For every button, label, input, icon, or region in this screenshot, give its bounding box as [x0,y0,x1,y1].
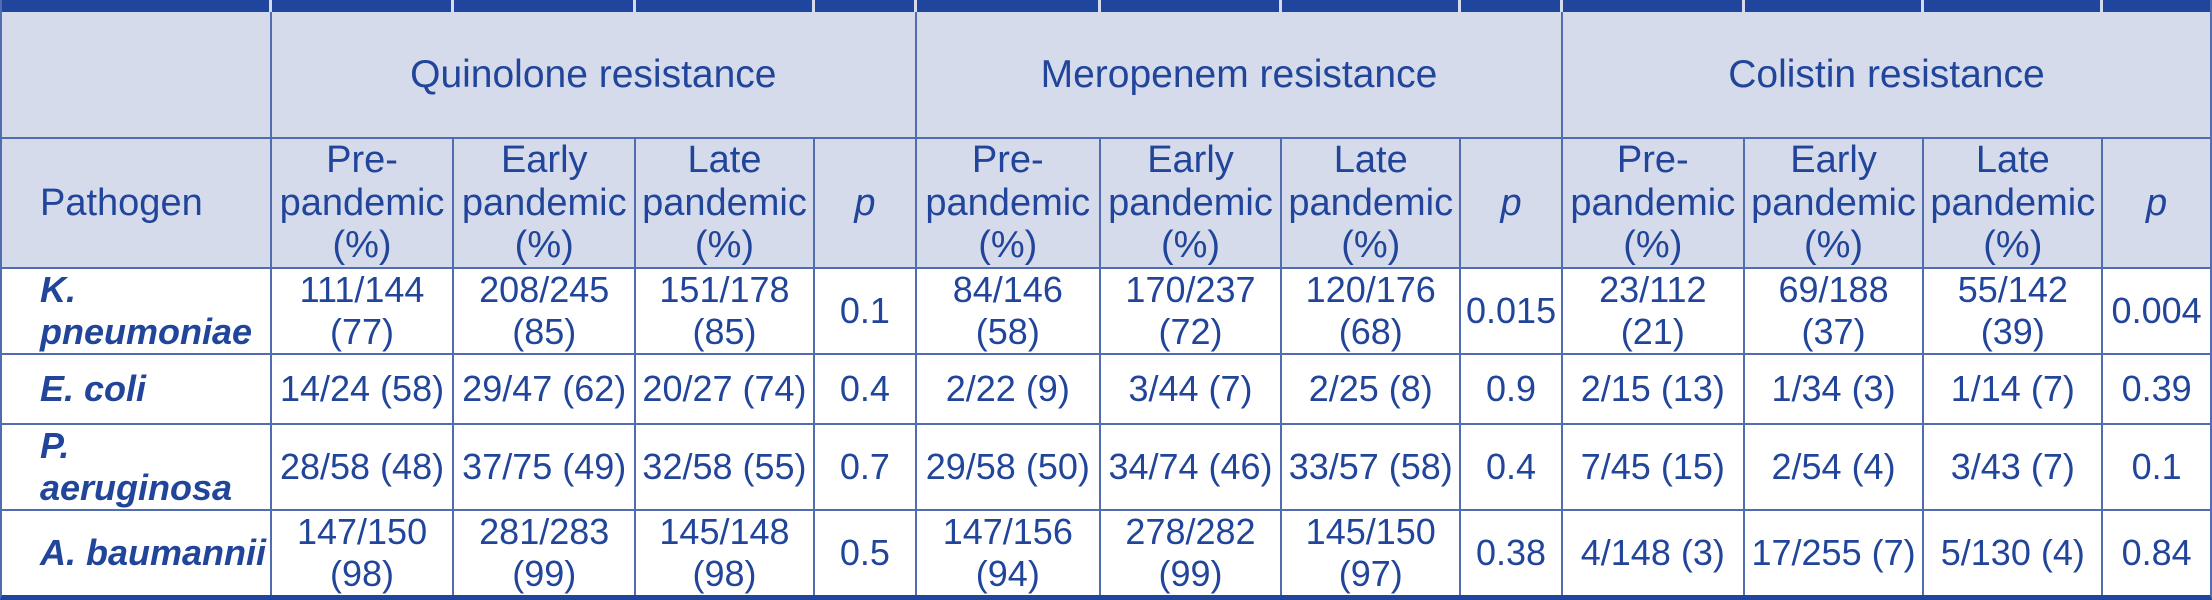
group-header-colistin: Colistin resistance [1562,12,2210,139]
table-row: E. coli 14/24 (58) 29/47 (62) 20/27 (74)… [2,354,2210,425]
colistin-early-pandemic-header: Early pandemic (%) [1744,139,1925,269]
cell-meropenem-early: 34/74 (46) [1100,424,1283,511]
cell-colistin-early: 2/54 (4) [1744,424,1925,511]
cell-colistin-late: 3/43 (7) [1924,424,2104,511]
cell-quinolone-pre: 28/58 (48) [271,424,455,511]
cell-quinolone-pre: 14/24 (58) [271,354,455,425]
top-bar-segment [1744,0,1925,12]
cell-colistin-pre: 2/15 (13) [1562,354,1745,425]
cell-meropenem-p: 0.4 [1461,424,1563,511]
cell-meropenem-early: 3/44 (7) [1100,354,1283,425]
top-bar-segment [1100,0,1283,12]
top-bar-segment [814,0,917,12]
cell-meropenem-late: 33/57 (58) [1282,424,1462,511]
meropenem-early-pandemic-header: Early pandemic (%) [1100,139,1283,269]
cell-meropenem-late: 145/150 (97) [1282,510,1462,595]
top-bar-segment [1924,0,2104,12]
top-bar-segment [1562,0,1745,12]
cell-colistin-p: 0.84 [2103,510,2210,595]
cell-quinolone-late: 145/148 (98) [636,510,815,595]
table-row: A. baumannii 147/150 (98) 281/283 (99) 1… [2,510,2210,595]
cell-quinolone-early: 37/75 (49) [454,424,637,511]
cell-colistin-early: 17/255 (7) [1744,510,1925,595]
top-bar-segment [454,0,637,12]
colistin-pre-pandemic-header: Pre- pandemic (%) [1562,139,1745,269]
quinolone-pre-pandemic-header: Pre- pandemic (%) [271,139,455,269]
table-row: K. pneumoniae 111/144 (77) 208/245 (85) … [2,268,2210,355]
cell-meropenem-pre: 2/22 (9) [916,354,1101,425]
pathogen-cell: K. pneumoniae [2,268,272,355]
cell-colistin-pre: 7/45 (15) [1562,424,1745,511]
top-bar-segment [916,0,1101,12]
cell-quinolone-late: 20/27 (74) [636,354,815,425]
cell-quinolone-p: 0.5 [814,510,917,595]
cell-quinolone-p: 0.7 [814,424,917,511]
pathogen-cell: A. baumannii [2,510,272,595]
cell-colistin-early: 1/34 (3) [1744,354,1925,425]
cell-meropenem-pre: 29/58 (50) [916,424,1101,511]
cell-quinolone-early: 281/283 (99) [454,510,637,595]
cell-colistin-p: 0.1 [2103,424,2210,511]
cell-meropenem-late: 120/176 (68) [1282,268,1462,355]
cell-colistin-pre: 4/148 (3) [1562,510,1745,595]
cell-quinolone-late: 151/178 (85) [636,268,815,355]
cell-quinolone-late: 32/58 (55) [636,424,815,511]
top-bar-segment [2103,0,2210,12]
group-header-quinolone: Quinolone resistance [271,12,917,139]
cell-colistin-pre: 23/112 (21) [1562,268,1745,355]
cell-colistin-late: 55/142 (39) [1924,268,2104,355]
quinolone-early-pandemic-header: Early pandemic (%) [454,139,637,269]
cell-meropenem-late: 2/25 (8) [1282,354,1462,425]
cell-quinolone-early: 29/47 (62) [454,354,637,425]
cell-colistin-p: 0.39 [2103,354,2210,425]
cell-colistin-late: 5/130 (4) [1924,510,2104,595]
table-row: P. aeruginosa 28/58 (48) 37/75 (49) 32/5… [2,424,2210,511]
meropenem-late-pandemic-header: Late pandemic (%) [1282,139,1462,269]
quinolone-late-pandemic-header: Late pandemic (%) [636,139,815,269]
pathogen-cell: E. coli [2,354,272,425]
top-bar-row [2,0,2210,12]
cell-colistin-p: 0.004 [2103,268,2210,355]
pathogen-cell: P. aeruginosa [2,424,272,511]
cell-meropenem-pre: 147/156 (94) [916,510,1101,595]
meropenem-pre-pandemic-header: Pre- pandemic (%) [916,139,1101,269]
pathogen-column-header: Pathogen [2,139,272,269]
cell-meropenem-p: 0.9 [1461,354,1563,425]
top-bar-segment [636,0,815,12]
cell-quinolone-p: 0.4 [814,354,917,425]
group-header-meropenem: Meropenem resistance [916,12,1563,139]
cell-quinolone-p: 0.1 [814,268,917,355]
colistin-p-header: p [2103,139,2210,269]
top-bar-segment [1461,0,1563,12]
top-bar-segment [271,0,455,12]
cell-quinolone-pre: 111/144 (77) [271,268,455,355]
top-bar-segment [2,0,272,12]
colistin-late-pandemic-header: Late pandemic (%) [1924,139,2104,269]
cell-meropenem-early: 170/237 (72) [1100,268,1283,355]
cell-quinolone-early: 208/245 (85) [454,268,637,355]
meropenem-p-header: p [1461,139,1563,269]
cell-meropenem-pre: 84/146 (58) [916,268,1101,355]
cell-meropenem-p: 0.38 [1461,510,1563,595]
top-bar-segment [1282,0,1462,12]
cell-meropenem-early: 278/282 (99) [1100,510,1283,595]
cell-colistin-late: 1/14 (7) [1924,354,2104,425]
corner-cell [2,12,272,139]
cell-meropenem-p: 0.015 [1461,268,1563,355]
group-header-row: Quinolone resistance Meropenem resistanc… [2,12,2210,139]
cell-colistin-early: 69/188 (37) [1744,268,1925,355]
quinolone-p-header: p [814,139,917,269]
sub-header-row: Pathogen Pre- pandemic (%) Early pandemi… [2,139,2210,269]
cell-quinolone-pre: 147/150 (98) [271,510,455,595]
